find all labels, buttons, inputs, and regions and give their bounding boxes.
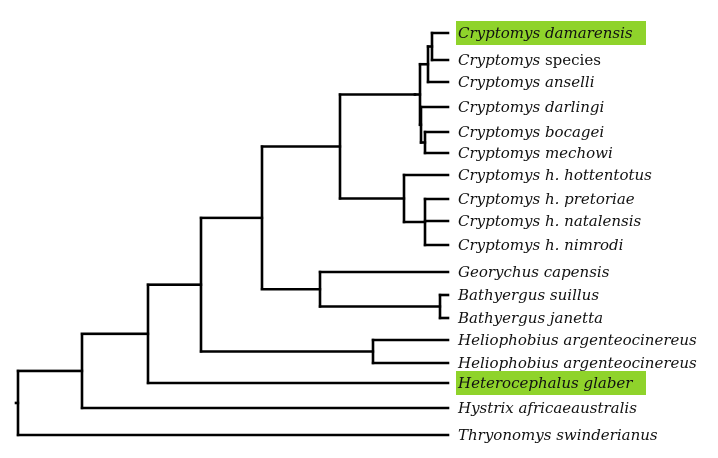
epithet-name: argenteocinereus <box>559 331 697 349</box>
epithet-name: h. pretoriae <box>540 190 635 208</box>
tip-label-thryonomys: Thryonomys swinderianus <box>458 426 658 444</box>
genus-name: Georychus <box>458 263 539 281</box>
genus-name: Bathyergus <box>457 286 545 304</box>
highlight-box-glaber <box>456 371 646 395</box>
tip-label-mechowi: Cryptomys mechowi <box>458 144 613 162</box>
genus-name: Cryptomys <box>458 190 540 208</box>
epithet-name: suillus <box>545 286 599 304</box>
tip-label-hottentotus: Cryptomys h. hottentotus <box>458 166 652 184</box>
epithet-name: swinderianus <box>551 426 657 444</box>
highlight-box-damarensis <box>456 21 646 45</box>
tip-label-damarensis: Cryptomys damarensis <box>458 24 633 42</box>
genus-name: Bathyergus <box>457 309 545 327</box>
tip-label-glaber: Heterocephalus glaber <box>457 374 633 392</box>
genus-name: Cryptomys <box>458 73 540 91</box>
tip-label-nimrodi: Cryptomys h. nimrodi <box>458 236 624 254</box>
genus-name: Cryptomys <box>458 236 540 254</box>
epithet-name: bocagei <box>540 123 604 141</box>
genus-name: Heterocephalus <box>457 374 579 392</box>
plain-label: species <box>540 51 601 69</box>
genus-name: Cryptomys <box>458 51 540 69</box>
epithet-name: anselli <box>540 73 595 91</box>
epithet-name: h. nimrodi <box>540 236 623 254</box>
tip-label-janetta: Bathyergus janetta <box>457 309 603 327</box>
tip-label-pretoriae: Cryptomys h. pretoriae <box>458 190 635 208</box>
genus-name: Hystrix <box>457 399 514 417</box>
epithet-name: h. hottentotus <box>540 166 652 184</box>
tip-label-helio1: Heliophobius argenteocinereus <box>457 331 697 349</box>
tip-label-bocagei: Cryptomys bocagei <box>458 123 604 141</box>
tip-label-darlingi: Cryptomys darlingi <box>458 98 605 116</box>
genus-name: Cryptomys <box>458 98 540 116</box>
genus-name: Cryptomys <box>458 212 540 230</box>
epithet-name: glaber <box>579 374 634 392</box>
genus-name: Heliophobius <box>457 331 559 349</box>
epithet-name: argenteocinereus <box>559 354 697 372</box>
genus-name: Thryonomys <box>458 426 552 444</box>
genus-name: Cryptomys <box>458 24 540 42</box>
tip-label-anselli: Cryptomys anselli <box>458 73 595 91</box>
tree-branches <box>14 31 450 437</box>
tip-label-hystrix: Hystrix africaeaustralis <box>457 399 637 417</box>
genus-name: Cryptomys <box>458 144 540 162</box>
tip-label-species: Cryptomys species <box>458 51 601 69</box>
epithet-name: africaeaustralis <box>514 399 637 417</box>
genus-name: Cryptomys <box>458 123 540 141</box>
tip-label-natalensis: Cryptomys h. natalensis <box>458 212 642 230</box>
epithet-name: janetta <box>545 309 603 327</box>
epithet-name: damarensis <box>540 24 633 42</box>
epithet-name: mechowi <box>540 144 613 162</box>
epithet-name: h. natalensis <box>540 212 641 230</box>
epithet-name: darlingi <box>540 98 604 116</box>
tip-label-helio2: Heliophobius argenteocinereus <box>457 354 697 372</box>
genus-name: Cryptomys <box>458 166 540 184</box>
tip-label-georychus: Georychus capensis <box>458 263 610 281</box>
tip-label-suillus: Bathyergus suillus <box>457 286 599 304</box>
highlight-layer <box>456 21 646 395</box>
epithet-name: capensis <box>539 263 610 281</box>
genus-name: Heliophobius <box>457 354 559 372</box>
